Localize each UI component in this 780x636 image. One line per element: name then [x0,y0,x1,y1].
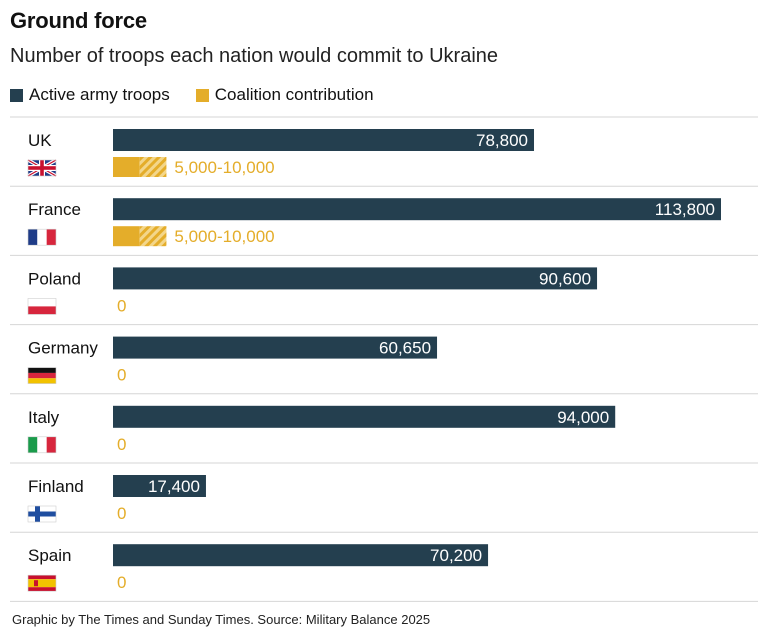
coalition-value-label: 0 [117,573,126,592]
uk-flag-icon [27,158,57,178]
bar-active [113,405,616,428]
chart-row-italy: Italy 94,000 0 [10,405,758,464]
legend: Active army troops Coalition contributio… [10,85,400,105]
bar-value-label: 70,200 [430,546,482,565]
bar-coalition-range [139,157,167,177]
category-label: France [28,200,81,219]
bar-value-label: 17,400 [148,477,200,496]
bar-active [113,475,206,497]
category-label: UK [28,131,52,150]
finland-flag-icon [27,505,57,523]
italy-flag-icon [27,436,57,454]
chart-row-germany: Germany 60,650 0 [10,336,758,395]
source-note: Graphic by The Times and Sunday Times. S… [12,612,431,627]
bar-value-label: 94,000 [557,408,609,427]
chart-row-france: France 113,800 5,000-10,000 [10,198,758,256]
coalition-value-label: 0 [117,366,126,385]
bar-coalition-range [139,226,167,247]
chart-row-uk: UK 78,800 5,000-10,000 [10,129,758,187]
germany-flag-icon [27,367,57,384]
bar-value-label: 90,600 [539,269,591,288]
poland-flag-icon [27,298,57,315]
legend-label-coalition: Coalition contribution [214,85,374,104]
chart-row-poland: Poland 90,600 0 [10,267,758,326]
legend-swatch-active [10,88,23,102]
bar-value-label: 113,800 [655,200,715,219]
coalition-value-label: 0 [117,504,126,523]
category-label: Spain [28,546,71,565]
bar-value-label: 60,650 [379,339,431,358]
bar-active [113,336,438,359]
spain-flag-icon [27,574,57,592]
bar-active [113,267,598,290]
chart-title: Ground force [10,8,147,33]
bar-active [113,198,721,221]
chart-subtitle: Number of troops each nation would commi… [10,45,499,67]
category-label: Italy [28,408,60,427]
legend-swatch-coalition [195,88,209,102]
category-label: Poland [28,269,81,288]
legend-item-active: Active army troops [10,85,170,105]
legend-label-active: Active army troops [29,85,170,104]
coalition-value-label: 0 [117,435,126,454]
bar-value-label: 78,800 [476,131,528,150]
bar-active [113,544,489,567]
coalition-value-label: 5,000-10,000 [174,227,274,246]
bar-coalition-min [113,226,140,247]
france-flag-icon [27,228,57,246]
bar-active [113,129,535,151]
coalition-value-label: 0 [117,296,126,315]
legend-item-coalition: Coalition contribution [195,85,374,105]
category-label: Finland [28,477,84,496]
chart-row-finland: Finland 17,400 0 [10,475,758,533]
category-label: Germany [28,339,98,358]
bar-coalition-min [113,157,140,177]
chart-row-spain: Spain 70,200 0 [10,544,758,602]
coalition-value-label: 5,000-10,000 [174,158,274,177]
